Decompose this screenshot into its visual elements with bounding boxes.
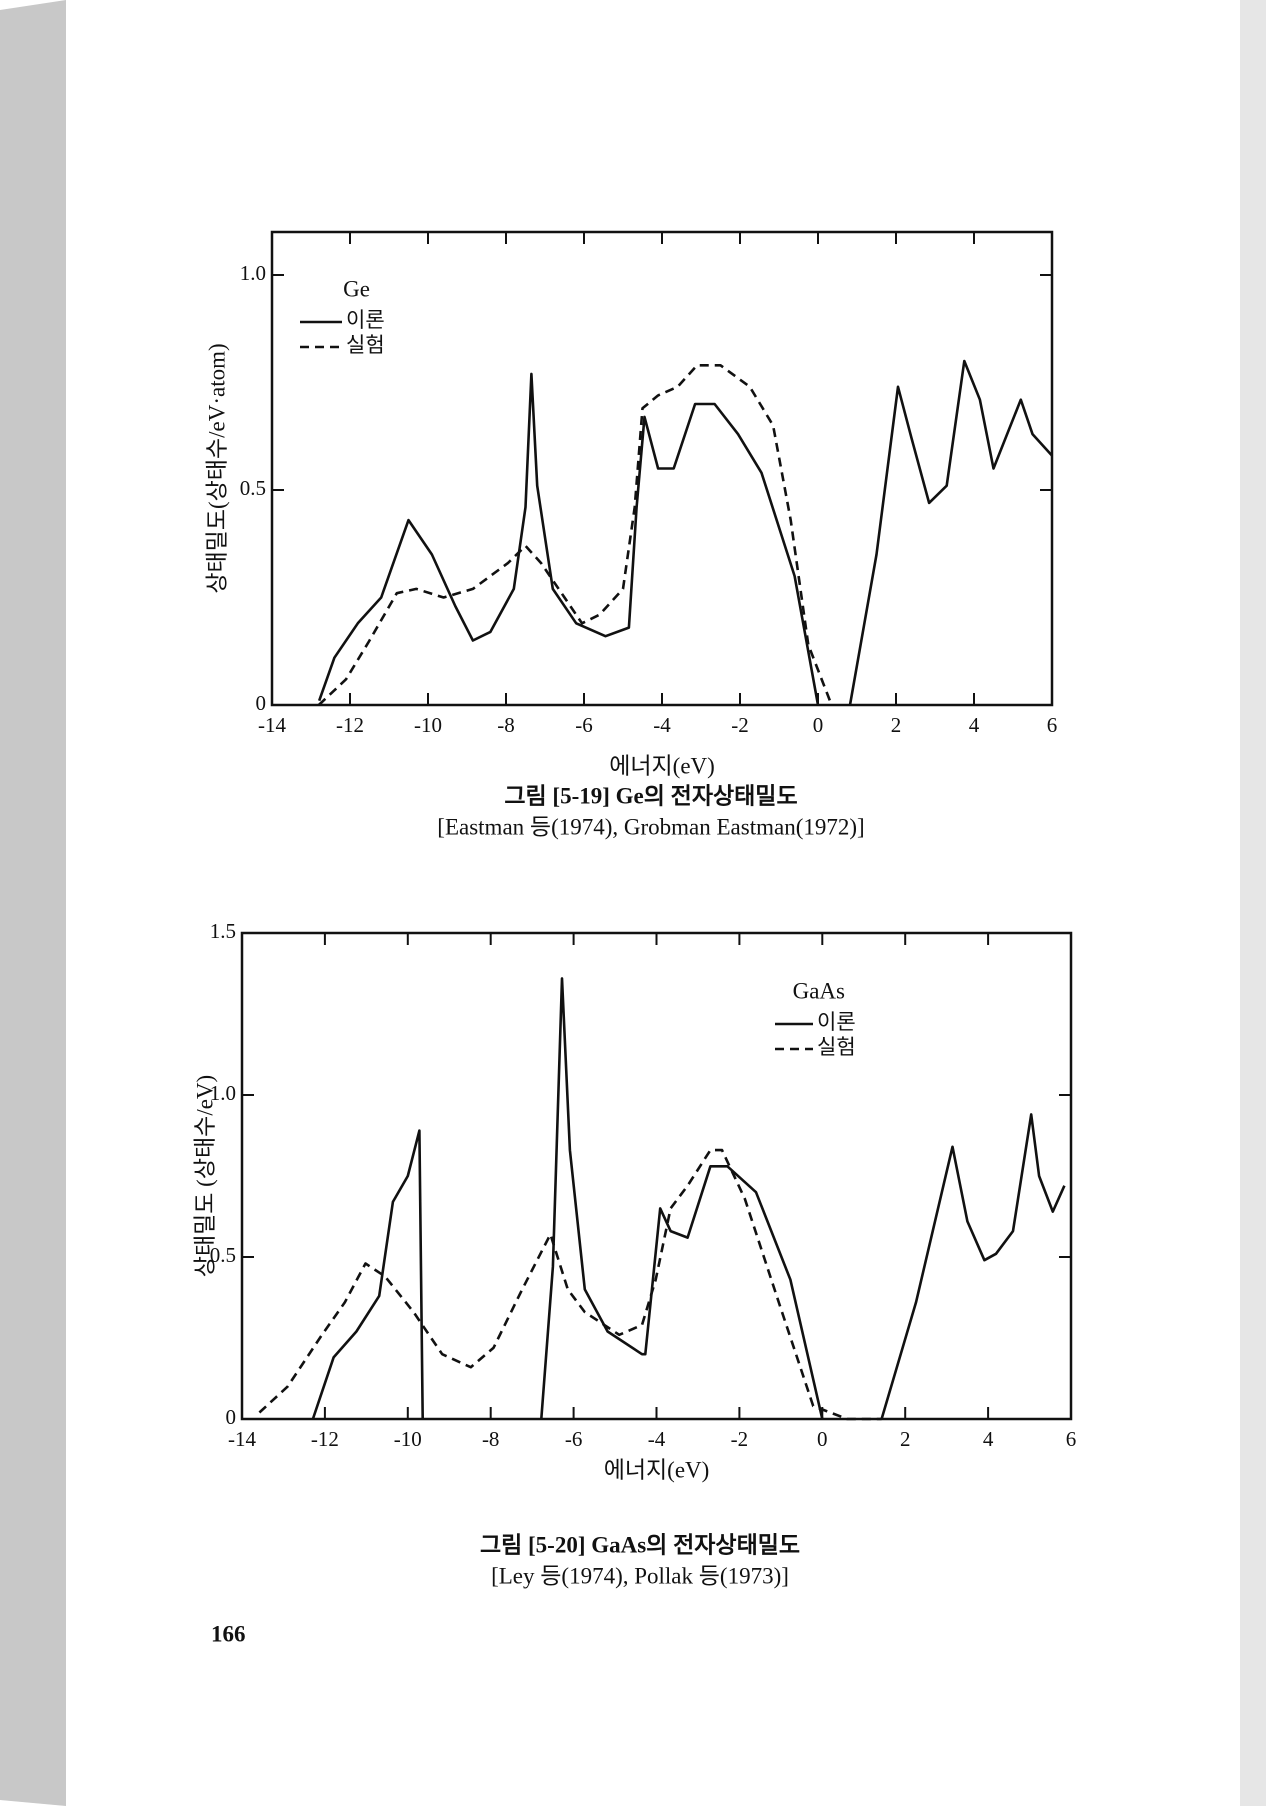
data-line	[311, 977, 1066, 1420]
x-tick-label: 6	[1047, 713, 1058, 737]
x-tick-label: -6	[565, 1427, 583, 1451]
y-axis-label: 상태밀도 (상태수/eV)	[192, 1075, 217, 1277]
y-tick-label: 1.0	[240, 261, 266, 285]
x-tick-label: -12	[311, 1427, 339, 1451]
legend-label: 이론	[346, 308, 385, 332]
x-tick-label: -8	[497, 713, 515, 737]
figure-caption: [Eastman 등(1974), Grobman Eastman(1972)]	[437, 814, 864, 839]
x-tick-label: 6	[1066, 1427, 1077, 1451]
x-tick-label: 0	[813, 713, 824, 737]
x-tick-label: 2	[891, 713, 902, 737]
x-tick-label: -6	[575, 713, 593, 737]
page-edge	[0, 0, 66, 1806]
x-tick-label: 2	[900, 1427, 911, 1451]
figure-caption: [Ley 등(1974), Pollak 등(1973)]	[491, 1563, 789, 1588]
x-tick-label: -10	[394, 1427, 422, 1451]
x-tick-label: -8	[482, 1427, 500, 1451]
figure-caption: 그림 [5-19] Ge의 전자상태밀도	[504, 783, 797, 808]
legend-label: 이론	[817, 1010, 856, 1034]
y-tick-label: 1.0	[210, 1081, 236, 1105]
x-tick-label: 4	[969, 713, 980, 737]
data-line	[317, 364, 833, 706]
legend-label: 실험	[817, 1035, 856, 1059]
x-tick-label: 4	[983, 1427, 994, 1451]
legend-title: Ge	[343, 276, 370, 301]
legend-title: GaAs	[793, 978, 845, 1003]
y-tick-label: 0.5	[240, 476, 266, 500]
x-tick-label: -14	[228, 1427, 256, 1451]
x-tick-label: -4	[653, 713, 671, 737]
figure-caption: 그림 [5-20] GaAs의 전자상태밀도	[480, 1532, 800, 1557]
x-tick-label: -2	[731, 1427, 749, 1451]
x-tick-label: -12	[336, 713, 364, 737]
y-tick-label: 0.5	[210, 1243, 236, 1267]
y-tick-label: 0	[226, 1405, 237, 1429]
page-shadow	[1240, 0, 1266, 1806]
x-axis-label: 에너지(eV)	[604, 1457, 710, 1482]
x-tick-label: -2	[731, 713, 749, 737]
data-line	[258, 1148, 882, 1421]
data-line	[317, 359, 1053, 706]
y-tick-label: 1.5	[210, 919, 236, 943]
legend-label: 실험	[346, 333, 385, 357]
x-tick-label: -14	[258, 713, 286, 737]
page-number: 166	[211, 1621, 246, 1646]
x-tick-label: -4	[648, 1427, 666, 1451]
y-tick-label: 0	[256, 691, 267, 715]
y-axis-label: 상태밀도(상태수/eV·atom)	[204, 343, 229, 593]
x-tick-label: 0	[817, 1427, 828, 1451]
x-tick-label: -10	[414, 713, 442, 737]
x-axis-label: 에너지(eV)	[609, 753, 715, 778]
